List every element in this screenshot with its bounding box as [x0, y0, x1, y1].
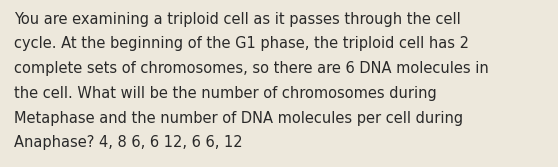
Text: You are examining a triploid cell as it passes through the cell: You are examining a triploid cell as it … — [14, 12, 461, 27]
Text: complete sets of chromosomes, so there are 6 DNA molecules in: complete sets of chromosomes, so there a… — [14, 61, 489, 76]
Text: Anaphase? 4, 8 6, 6 12, 6 6, 12: Anaphase? 4, 8 6, 6 12, 6 6, 12 — [14, 135, 243, 150]
Text: Metaphase and the number of DNA molecules per cell during: Metaphase and the number of DNA molecule… — [14, 111, 463, 126]
Text: cycle. At the beginning of the G1 phase, the triploid cell has 2: cycle. At the beginning of the G1 phase,… — [14, 36, 469, 51]
Text: the cell. What will be the number of chromosomes during: the cell. What will be the number of chr… — [14, 86, 437, 101]
